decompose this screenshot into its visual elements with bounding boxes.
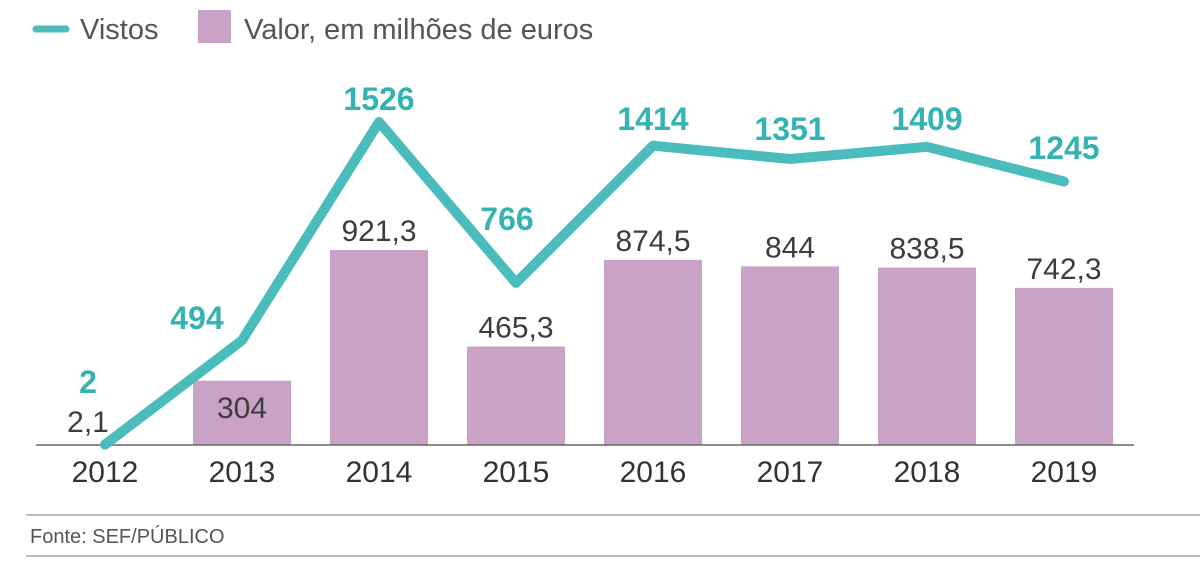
line-value-label-2016: 1414 (617, 101, 688, 137)
bar-value-label-2019: 742,3 (1026, 253, 1101, 286)
bar-2015 (467, 346, 565, 445)
x-tick-2018: 2018 (894, 456, 961, 489)
bar-series (193, 250, 1113, 445)
bar-value-label-2018: 838,5 (889, 233, 964, 266)
line-value-label-2014: 1526 (343, 81, 414, 117)
x-tick-2013: 2013 (209, 456, 276, 489)
bar-value-label-2016: 874,5 (615, 225, 690, 258)
legend: Vistos Valor, em milhões de euros (32, 10, 593, 46)
legend-label-valor: Valor, em milhões de euros (244, 14, 593, 46)
bar-value-labels: 2,1 304 921,3 465,3 874,5 844 838,5 742,3 (67, 215, 1101, 439)
bar-2016 (604, 259, 702, 445)
x-tick-2019: 2019 (1031, 456, 1098, 489)
x-tick-2014: 2014 (346, 456, 413, 489)
line-value-label-2013: 494 (170, 300, 224, 336)
bar-value-label-2013: 304 (217, 392, 267, 425)
x-tick-2012: 2012 (72, 456, 139, 489)
bar-2017 (741, 266, 839, 445)
bar-2018 (878, 267, 976, 445)
legend-label-vistos: Vistos (80, 14, 158, 46)
line-value-label-2018: 1409 (891, 101, 962, 137)
x-tick-2015: 2015 (483, 456, 550, 489)
legend-box-swatch (198, 10, 231, 43)
x-axis-tick-labels: 2012 2013 2014 2015 2016 2017 2018 2019 (72, 456, 1098, 489)
bar-value-label-2015: 465,3 (478, 312, 553, 345)
line-value-label-2017: 1351 (754, 111, 825, 147)
line-value-labels: 2 494 1526 766 1414 1351 1409 1245 (79, 81, 1099, 400)
bar-value-label-2017: 844 (765, 231, 815, 264)
source-note: Fonte: SEF/PÚBLICO (30, 525, 225, 548)
line-value-label-2015: 766 (480, 201, 533, 237)
bar-value-label-2014: 921,3 (341, 215, 416, 248)
line-value-label-2019: 1245 (1028, 130, 1099, 166)
bar-2019 (1015, 287, 1113, 445)
bar-2013 (193, 380, 291, 445)
bar-value-label-2012: 2,1 (67, 406, 109, 439)
bar-2014 (330, 250, 428, 445)
x-tick-2017: 2017 (757, 456, 824, 489)
line-value-label-2012: 2 (79, 364, 97, 400)
x-tick-2016: 2016 (620, 456, 687, 489)
line-series (100, 117, 1069, 450)
vistos-line (100, 117, 1069, 450)
